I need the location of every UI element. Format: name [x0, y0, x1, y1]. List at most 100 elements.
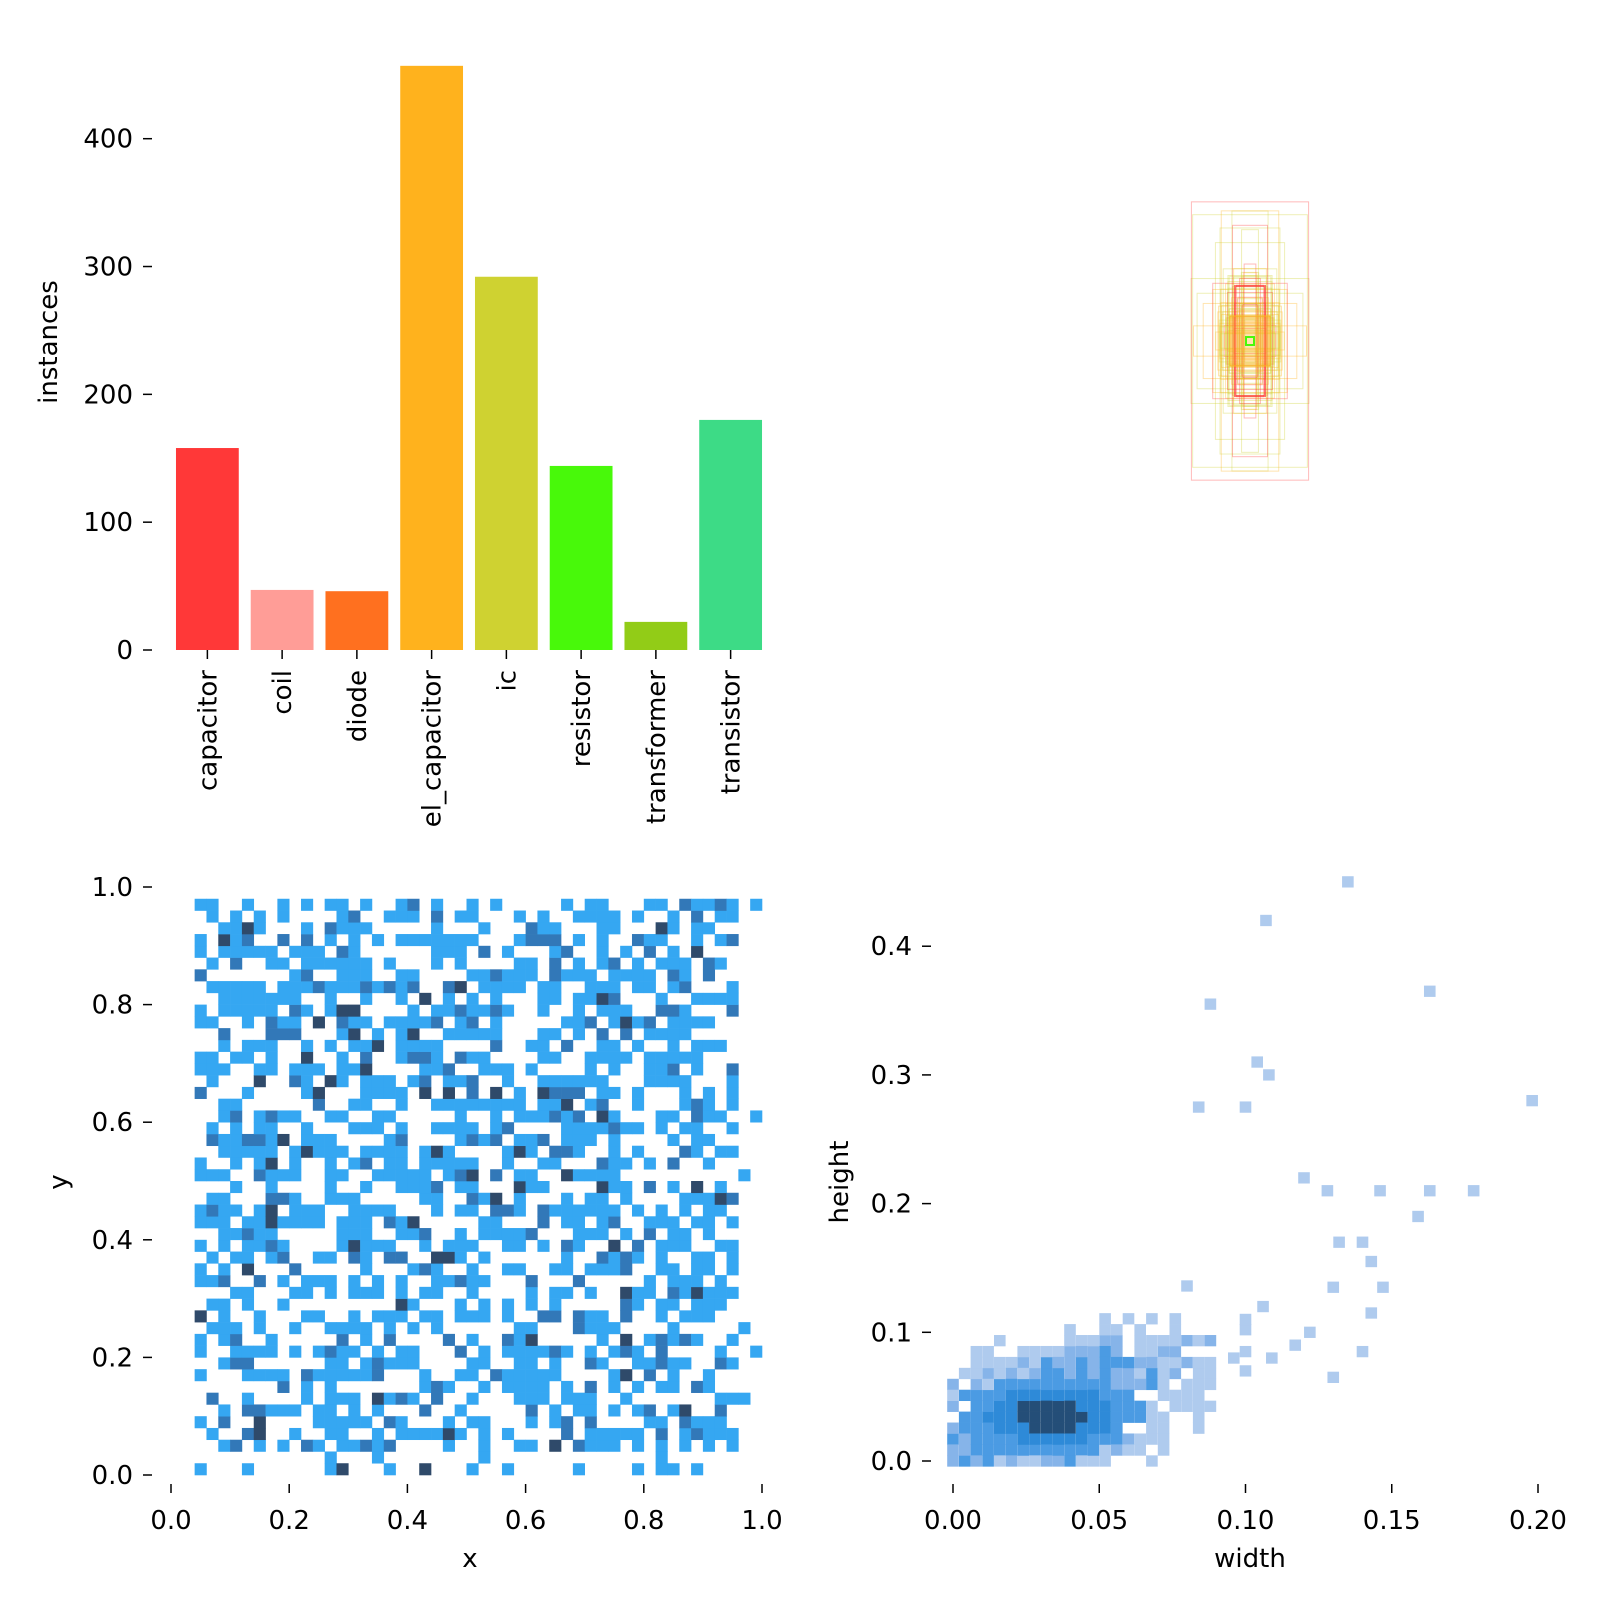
xy-cell [584, 1192, 597, 1205]
bbox [1227, 330, 1273, 352]
xy-cell [395, 898, 408, 911]
xy-cell [230, 910, 243, 923]
xy-cell [454, 945, 467, 958]
xy-cell [513, 1228, 526, 1241]
xy-cell [726, 910, 739, 923]
wh-cell [970, 1433, 983, 1445]
xy-cell [371, 1310, 385, 1323]
xy-cell [572, 957, 585, 970]
bbox [1228, 308, 1272, 374]
wh-cell [1146, 1400, 1158, 1412]
xy-cell [561, 1122, 574, 1135]
xy-cell [407, 1392, 420, 1405]
bbox [1227, 287, 1273, 395]
xy-cell [265, 992, 278, 1005]
xy-cell [691, 1310, 704, 1323]
xy-cell [218, 1439, 231, 1452]
xy-cell [631, 1145, 645, 1158]
wh-cell [1087, 1378, 1100, 1391]
xy-cell [572, 1110, 585, 1123]
xy-cell [620, 1028, 633, 1041]
xy-cell [631, 981, 645, 994]
xy-cell [584, 1133, 597, 1147]
xy-cell [714, 1204, 727, 1217]
xy-cell [667, 1133, 680, 1147]
xy-cell [454, 1181, 467, 1194]
xy-cell [655, 1427, 668, 1441]
xy-cell [419, 1086, 432, 1099]
xy-cell [726, 1216, 739, 1229]
xy-cell [490, 1369, 503, 1382]
xy-cell [360, 1075, 373, 1088]
wh-cell [1099, 1389, 1111, 1402]
wh-cell [1192, 1378, 1205, 1391]
xy-cell [714, 1298, 727, 1311]
xy-cell [620, 1228, 633, 1241]
xy-cell [691, 1275, 704, 1288]
xy-cell [230, 1439, 243, 1452]
bbox [1217, 311, 1283, 371]
xy-cell [525, 1228, 538, 1241]
xy-cell [230, 1145, 243, 1158]
xy-cell [395, 1169, 408, 1182]
wh-cell [1005, 1378, 1018, 1391]
xy-cell [525, 1063, 538, 1076]
xy-cell [348, 1016, 361, 1029]
wh-cell [1005, 1433, 1018, 1445]
xy-cell [501, 1239, 515, 1252]
xy-cell [431, 957, 444, 970]
xy-cell [478, 1216, 491, 1229]
xy-cell [324, 1369, 337, 1382]
xy-cell [655, 1263, 668, 1276]
wh-cell [1304, 1326, 1316, 1338]
wh-cell [1298, 1172, 1310, 1184]
xy-cell [584, 1063, 597, 1076]
bar-y-tick-label: 0 [116, 636, 133, 666]
xy-cell [466, 1098, 479, 1111]
wh-cell [1181, 1356, 1193, 1369]
xy-cell [478, 1310, 491, 1323]
xy-cell [513, 1133, 526, 1147]
bbox [1237, 296, 1263, 386]
xy-cell [230, 1357, 243, 1370]
xy-cell [395, 1310, 408, 1323]
xy-cell [253, 992, 266, 1005]
wh-cell [1181, 1280, 1193, 1292]
wh-cell [1356, 1345, 1369, 1358]
xy-cell [454, 1133, 467, 1147]
xy-cell [348, 1122, 361, 1135]
xy-cell [371, 1451, 385, 1464]
xy-cell [655, 1051, 668, 1064]
xy-cell [301, 1369, 314, 1382]
xy-cell [383, 1145, 396, 1158]
xy-cell [442, 945, 455, 958]
xy-cell [360, 969, 373, 982]
xy-cell [608, 1239, 621, 1252]
xy-cell [442, 1098, 455, 1111]
xy-cell [584, 1263, 597, 1276]
xy-cell [218, 1204, 231, 1217]
xy-cell [620, 1004, 633, 1017]
xy-cell [537, 1028, 550, 1041]
xy-cell [643, 1275, 656, 1288]
xy-cell [537, 1216, 550, 1229]
xy-cell [371, 1369, 385, 1382]
xy-cell [596, 1004, 609, 1017]
xy-cell [596, 1216, 609, 1229]
xy-cell [218, 922, 231, 935]
xy-cell [230, 1181, 243, 1194]
xy-cell [620, 1392, 633, 1405]
wh-cell [1239, 1324, 1252, 1336]
wh-cell [1064, 1356, 1076, 1369]
bbox [1238, 303, 1262, 379]
xy-cell [513, 1181, 526, 1194]
wh-cell [1075, 1400, 1088, 1412]
xy-cell [324, 1463, 337, 1476]
xy-cell [419, 1427, 432, 1441]
xy-cell [218, 1028, 231, 1041]
xy-cell [490, 1004, 503, 1017]
xy-cell [631, 1345, 645, 1358]
wh-cell [1099, 1433, 1111, 1445]
wh-cell [1365, 1255, 1378, 1268]
xy-cell [478, 1063, 491, 1076]
